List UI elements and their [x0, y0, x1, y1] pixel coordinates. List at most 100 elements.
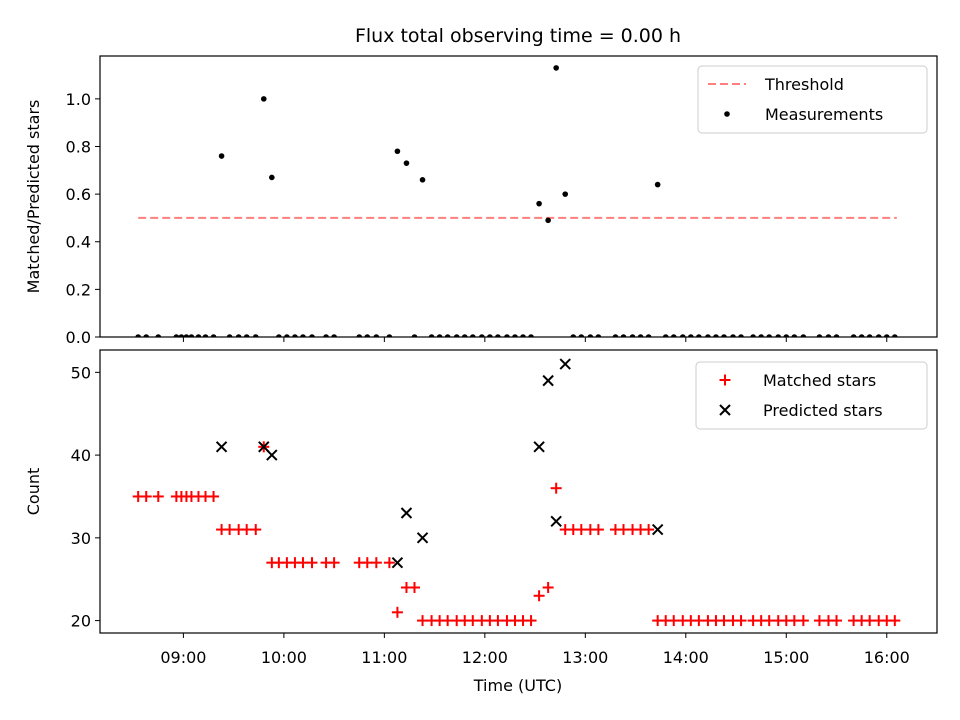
measurements-point [428, 334, 435, 337]
measurements-point [364, 334, 371, 337]
measurements-point [183, 334, 190, 337]
matched-stars-point [383, 557, 395, 569]
y-tick-label: 0.4 [66, 233, 91, 252]
legend-swatch-predicted-stars-b [719, 404, 731, 416]
matched-stars-point [643, 524, 655, 536]
measurements-point [292, 334, 298, 337]
measurements-point [403, 160, 410, 166]
measurements-point [713, 334, 719, 337]
chart-title: Flux total observing time = 0.00 h [355, 25, 681, 47]
measurements-point [386, 334, 393, 337]
predicted-stars-point [400, 507, 413, 519]
measurements-point [210, 334, 217, 337]
matched-stars-point [550, 482, 562, 494]
legend-box [695, 361, 928, 430]
measurements-point [411, 334, 418, 337]
x-tick-label: 14:00 [663, 648, 709, 667]
y-tick-label: 20 [71, 612, 91, 631]
measurements-point [783, 334, 790, 337]
measurements-point [587, 334, 594, 337]
legend-swatch-predicted-stars [719, 404, 731, 416]
y-tick-label: 50 [71, 363, 91, 382]
measurements-point [850, 334, 857, 337]
legend: Threshold Measurements [697, 65, 928, 134]
y-axis-label: Matched/Predicted stars [24, 100, 43, 294]
x-tick-label: 16:00 [864, 648, 910, 667]
measurements-point [520, 334, 526, 337]
matched-stars-point [328, 557, 340, 569]
axes-frame [99, 55, 938, 338]
legend-label-threshold: Threshold [764, 75, 844, 94]
measurements-point [504, 334, 510, 337]
measurements-point [758, 334, 764, 337]
predicted-stars-point [542, 374, 554, 387]
measurements-point [696, 334, 702, 337]
predicted-stars-point-b [416, 532, 429, 544]
predicted-stars-series [215, 358, 664, 569]
measurements-point [444, 334, 451, 337]
predicted-stars-point-b [391, 556, 404, 569]
measurements-point [495, 334, 501, 337]
predicted-stars-point [550, 515, 562, 527]
y-axis-label: Count [24, 468, 43, 516]
x-tick-label: 13:00 [562, 648, 608, 667]
measurements-point [553, 65, 559, 71]
matched-stars-point [140, 490, 152, 502]
x-tick-label: 12:00 [462, 648, 508, 667]
measurements-series [135, 65, 898, 337]
measurements-point [188, 334, 195, 337]
measurements-point [825, 334, 832, 337]
predicted-stars-point [266, 449, 278, 461]
matched-stars-point [831, 615, 843, 627]
measurements-point [662, 334, 669, 337]
legend-swatch-measurements [724, 111, 730, 117]
measurements-point [578, 334, 585, 337]
measurements-point [816, 334, 823, 337]
predicted-stars-point-b [215, 441, 228, 453]
predicted-stars-point-b [542, 374, 554, 387]
measurements-point [875, 334, 882, 337]
matched-stars-point [370, 557, 382, 569]
predicted-stars-point-b [533, 441, 545, 453]
measurements-point [620, 334, 627, 337]
measurements-point [883, 334, 890, 337]
measurements-point [135, 334, 141, 337]
x-tick-label: 15:00 [763, 648, 809, 667]
measurements-point [858, 334, 865, 337]
measurements-point [487, 334, 493, 337]
measurements-point [155, 334, 162, 337]
measurements-point [260, 96, 267, 102]
matched-stars-point [208, 490, 220, 502]
measurements-point [595, 334, 602, 337]
measurements-point [562, 191, 569, 197]
measurements-point [235, 334, 242, 337]
matched-stars-point [542, 581, 554, 593]
predicted-stars-point-b [651, 523, 664, 536]
predicted-stars-point [416, 532, 429, 544]
measurements-point [721, 334, 727, 337]
matched-stars-point [797, 615, 809, 627]
measurements-point [688, 334, 694, 337]
measurements-point [436, 334, 443, 337]
measurements-point [419, 177, 426, 183]
bottom-panel-counts: 20 30 40 50 09:00 10:00 11:00 12:00 13:00 14:00 15… [24, 349, 938, 667]
y-tick-label: 30 [71, 529, 91, 548]
plot-area [135, 65, 898, 337]
measurements-point [479, 334, 485, 337]
measurements-point [394, 148, 401, 155]
measurements-point [331, 334, 337, 337]
y-tick-label: 0.0 [66, 328, 91, 347]
x-axis-label: Time (UTC) [473, 676, 562, 695]
measurements-point [570, 334, 577, 337]
predicted-stars-point [651, 523, 664, 536]
predicted-stars-point-b [550, 515, 562, 527]
measurements-point [269, 174, 275, 181]
legend: Matched stars Predicted stars [695, 361, 928, 430]
measurements-point [195, 334, 202, 337]
measurements-point [891, 334, 898, 337]
matched-stars-point [592, 524, 604, 536]
predicted-stars-point-b [400, 507, 413, 519]
y-tick-label: 0.6 [66, 185, 91, 204]
measurements-point [243, 334, 250, 337]
matched-stars-point [525, 615, 537, 627]
